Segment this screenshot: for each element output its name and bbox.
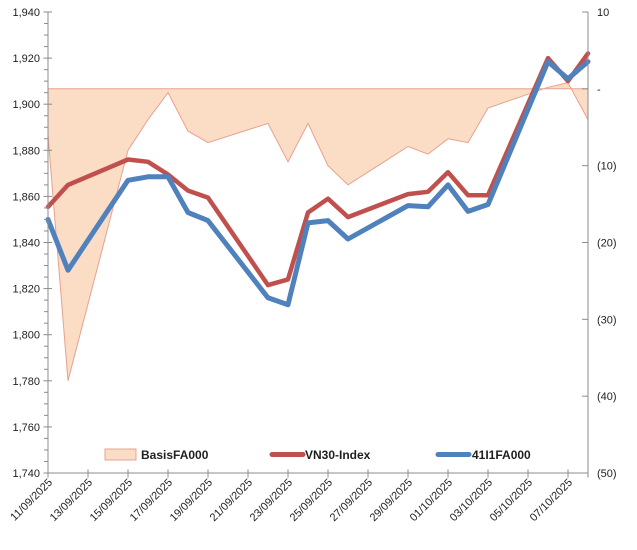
left-axis-tick-label: 1,740: [12, 468, 40, 480]
left-axis-tick-label: 1,900: [12, 99, 40, 111]
right-axis-tick-label: (10): [597, 161, 617, 173]
left-axis-tick-label: 1,860: [12, 191, 40, 203]
left-axis-tick-label: 1,940: [12, 7, 40, 19]
right-axis-tick-label: (30): [597, 314, 617, 326]
legend-label-2: 41I1FA000: [472, 448, 531, 462]
right-axis-tick-label: 10: [597, 7, 609, 19]
left-axis-tick-label: 1,840: [12, 238, 40, 250]
left-axis-tick-label: 1,800: [12, 330, 40, 342]
x-axis-tick-label: 07/10/2025: [528, 477, 575, 524]
right-axis-tick-label: (40): [597, 391, 617, 403]
basis-area-series: [47, 82, 589, 381]
left-axis-tick-label: 1,920: [12, 53, 40, 65]
right-axis-tick-label: -: [597, 84, 601, 96]
left-axis-tick-label: 1,760: [12, 422, 40, 434]
vn30-index-line-series: [45, 51, 591, 288]
legend-label-0: BasisFA000: [141, 448, 209, 462]
legend-swatch-basisfa000: [104, 448, 137, 461]
futures-41i1fa000-line-series: [45, 59, 591, 308]
left-axis-tick-label: 1,780: [12, 376, 40, 388]
right-axis-tick-label: (20): [597, 238, 617, 250]
right-axis-tick-label: (50): [597, 468, 617, 480]
left-axis-tick-label: 1,820: [12, 284, 40, 296]
legend-label-1: VN30-Index: [305, 448, 371, 462]
left-axis-tick-label: 1,880: [12, 145, 40, 157]
